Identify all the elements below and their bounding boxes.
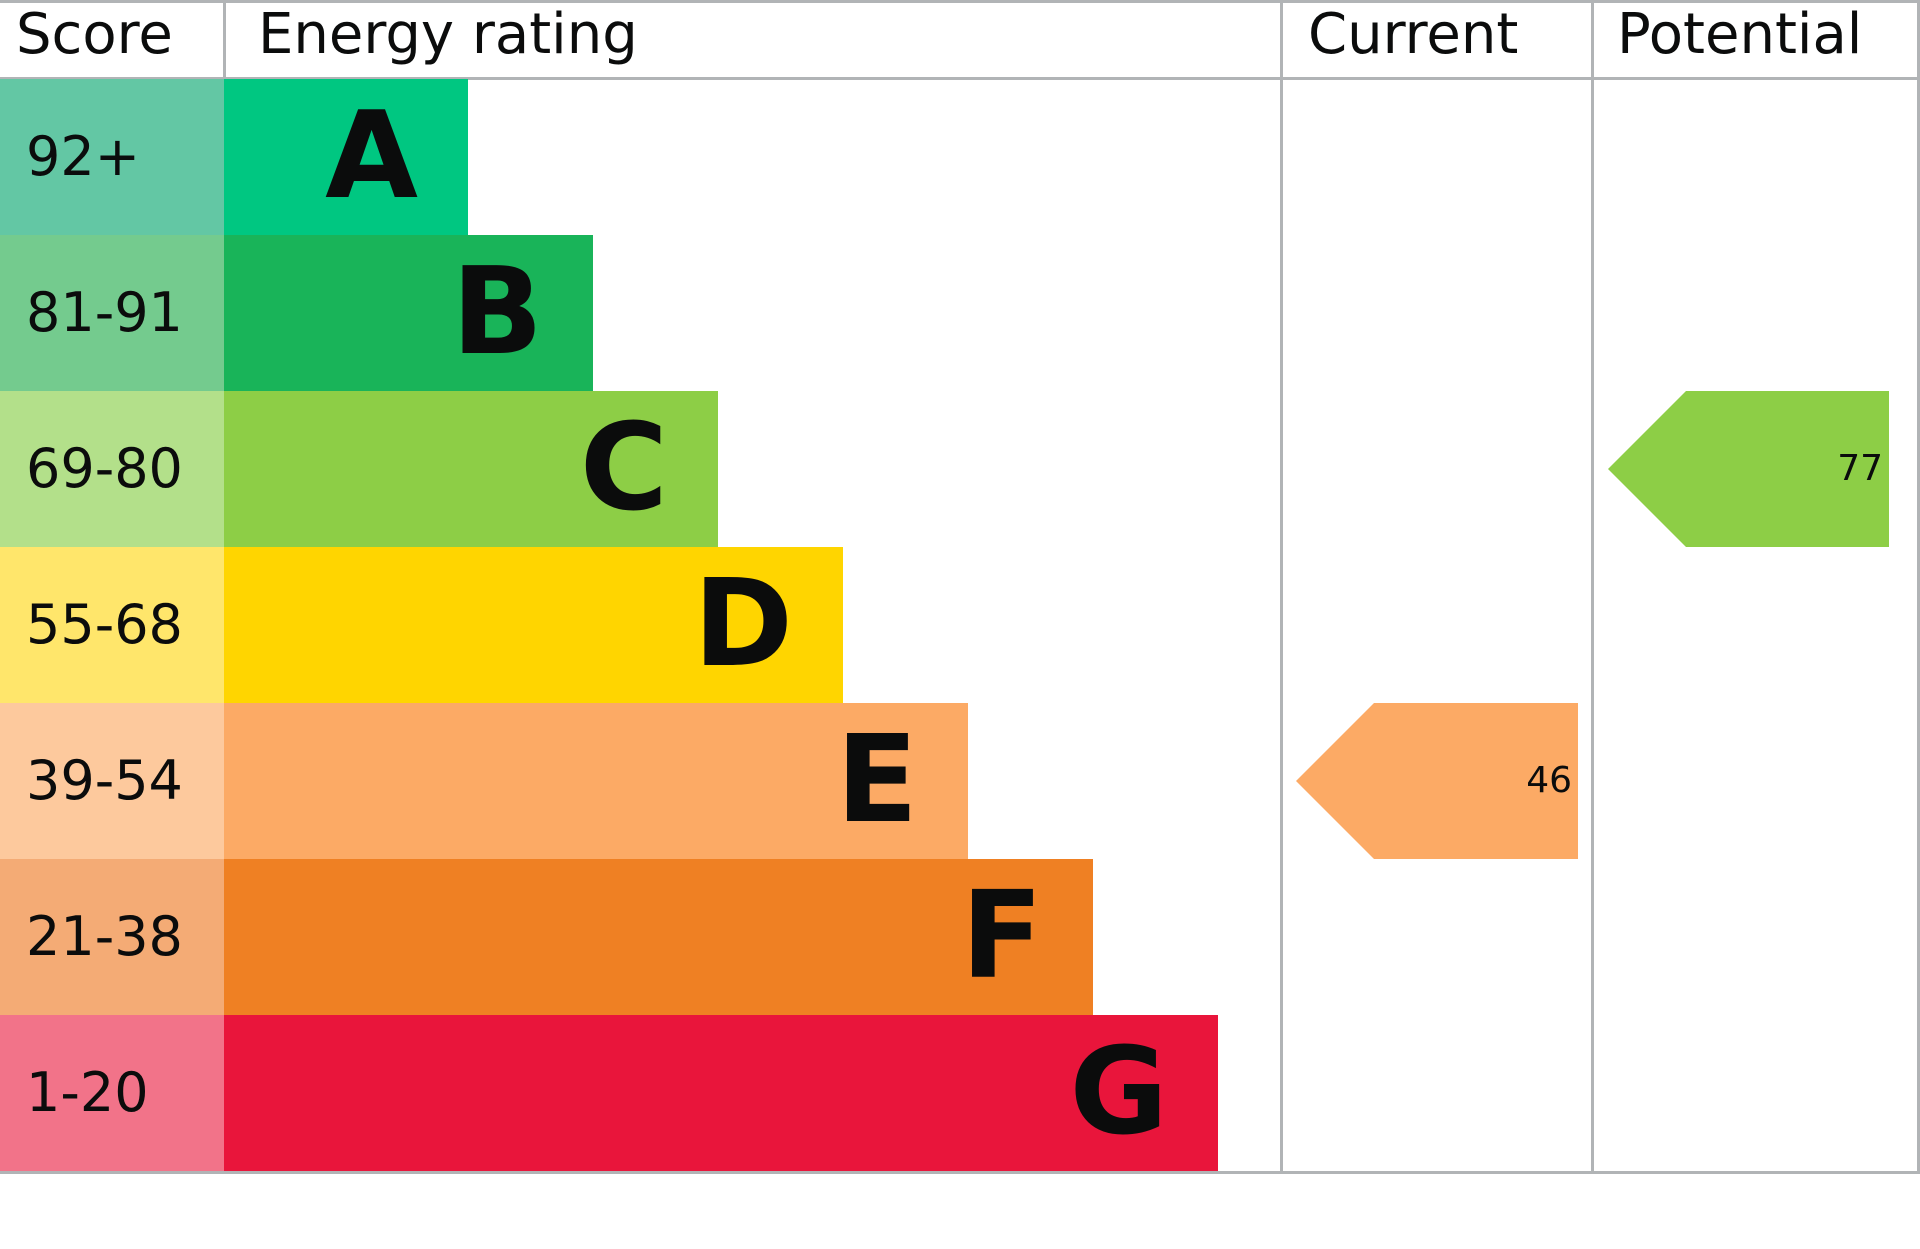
rating-letter: G [1069,1023,1169,1162]
header-current: Current [1308,2,1519,67]
top-border [0,0,1920,3]
right-border [1917,0,1920,1174]
rating-letter: A [325,87,418,226]
rating-bar-d: D [224,547,843,703]
rating-bar-f: F [224,859,1093,1015]
header-energy-rating: Energy rating [258,2,638,67]
rating-bar-g: G [224,1015,1218,1171]
bottom-border [0,1171,1920,1174]
current-left-border [1280,0,1283,1174]
score-range-c: 69-80 [0,391,224,547]
score-range-d: 55-68 [0,547,224,703]
rating-bar-c: C [224,391,718,547]
current-rating-arrow: 46 [1296,703,1578,859]
rating-letter: C [579,399,668,538]
header-potential: Potential [1617,2,1863,67]
potential-arrow-shape [1608,391,1889,547]
potential-rating-arrow: 77 [1608,391,1889,547]
potential-rating-value: 77 [1837,448,1883,489]
rating-letter: F [961,867,1043,1006]
header-score: Score [16,2,173,67]
potential-left-border [1591,0,1594,1174]
score-divider [223,0,226,77]
score-range-a: 92+ [0,79,224,235]
rating-letter: E [836,711,918,850]
score-range-g: 1-20 [0,1015,224,1171]
score-range-e: 39-54 [0,703,224,859]
rating-bar-a: A [224,79,468,235]
rating-letter: D [693,555,793,694]
rating-bar-e: E [224,703,968,859]
score-range-f: 21-38 [0,859,224,1015]
current-arrow-shape [1296,703,1578,859]
rating-letter: B [451,243,543,382]
header-divider [0,77,1920,80]
rating-bar-b: B [224,235,593,391]
current-rating-value: 46 [1526,760,1572,801]
score-range-b: 81-91 [0,235,224,391]
